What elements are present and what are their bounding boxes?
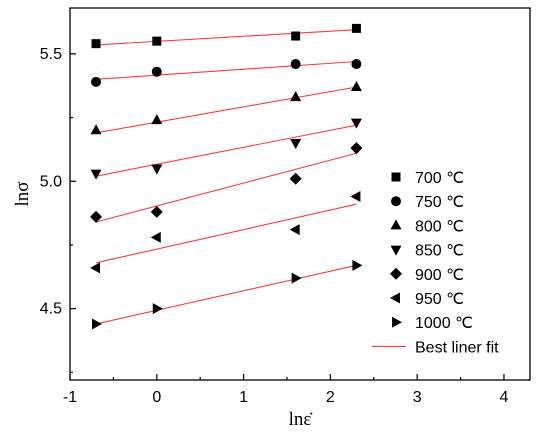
- data-point-square: [351, 23, 361, 33]
- legend-marker-triangle-right: [392, 316, 402, 328]
- x-tick-label: 4: [500, 389, 509, 406]
- fit-lines: [95, 29, 357, 325]
- legend-label: 850 ℃: [415, 243, 464, 260]
- data-point-diamond: [289, 172, 302, 185]
- data-point-triangle-left: [90, 262, 101, 274]
- x-tick-label: -1: [63, 389, 77, 406]
- data-point-diamond: [350, 142, 363, 155]
- fit-line: [95, 203, 357, 264]
- plot-frame: [69, 7, 531, 381]
- fit-line: [95, 264, 357, 325]
- legend-marker-square: [391, 172, 401, 182]
- legend-label: 1000 ℃: [415, 315, 473, 332]
- data-point-triangle-right: [92, 318, 103, 330]
- fit-line: [96, 29, 357, 46]
- legend-marker-circle: [391, 196, 401, 207]
- fit-line: [95, 86, 357, 134]
- data-point-triangle-up: [290, 91, 302, 102]
- data-point-triangle-down: [350, 118, 362, 129]
- legend-label: 900 ℃: [415, 267, 464, 284]
- x-tick-label: 2: [326, 389, 335, 406]
- x-axis-title: lnε̇: [289, 409, 314, 430]
- legend-label: 700 ℃: [415, 170, 464, 187]
- data-point-square: [291, 31, 301, 41]
- fit-line: [95, 152, 357, 223]
- data-point-triangle-right: [291, 272, 302, 284]
- data-point-triangle-left: [150, 231, 161, 243]
- y-axis-title: lnσ: [12, 181, 33, 206]
- legend-marker-triangle-up: [390, 219, 402, 230]
- x-tick-label: 3: [413, 389, 422, 406]
- data-point-triangle-up: [151, 114, 163, 125]
- legend-label: 800 ℃: [415, 218, 464, 235]
- data-point-triangle-left: [350, 191, 361, 203]
- y-tick-label: 4.5: [40, 301, 62, 318]
- data-point-circle: [91, 76, 102, 87]
- data-point-diamond: [150, 205, 163, 218]
- data-point-triangle-right: [352, 259, 363, 271]
- data-point-triangle-down: [90, 169, 102, 180]
- data-point-circle: [151, 66, 162, 77]
- legend-label: 950 ℃: [415, 291, 464, 308]
- data-point-circle: [290, 59, 301, 70]
- data-point-triangle-down: [151, 164, 163, 175]
- x-tick-label: 1: [239, 389, 248, 406]
- x-tick-label: 0: [152, 389, 161, 406]
- data-point-triangle-down: [290, 139, 302, 150]
- y-tick-label: 5.0: [40, 173, 62, 190]
- legend-fit-label: Best liner fit: [415, 339, 499, 356]
- fit-line: [96, 60, 357, 80]
- legend-marker-triangle-down: [390, 245, 402, 256]
- data-point-triangle-up: [90, 124, 102, 135]
- data-point-triangle-up: [350, 80, 362, 91]
- data-point-square: [91, 39, 101, 49]
- fit-line: [95, 124, 357, 177]
- legend-marker-triangle-left: [390, 292, 400, 304]
- data-point-square: [152, 36, 162, 46]
- data-point-diamond: [90, 210, 103, 223]
- axis-ticks: -1 0 1 2 3 4 4.5 5.0 5.5: [40, 46, 509, 406]
- legend-label: 750 ℃: [415, 194, 464, 211]
- data-point-circle: [351, 59, 362, 70]
- data-points: [90, 23, 363, 330]
- y-tick-label: 5.5: [40, 46, 62, 63]
- legend-marker-diamond: [390, 267, 402, 280]
- legend: 700 ℃ 750 ℃ 800 ℃ 850 ℃ 900 ℃ 950 ℃ 1000 ℃ Best…: [372, 170, 499, 356]
- data-point-triangle-left: [289, 224, 300, 236]
- data-point-triangle-right: [152, 303, 163, 315]
